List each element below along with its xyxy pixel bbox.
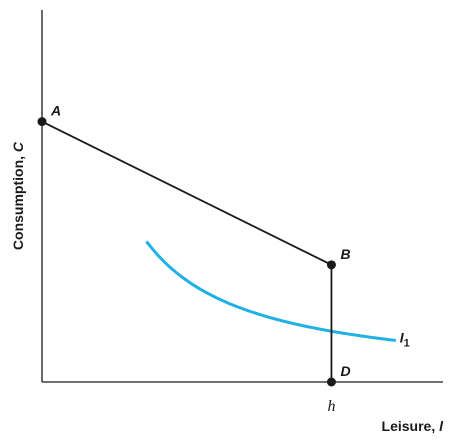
y-axis-title: Consumption, C: [10, 141, 26, 250]
points-layer: A B D: [37, 103, 351, 387]
indifference-curve-label-subscript: 1: [404, 337, 410, 349]
y-axis-variable: C: [10, 141, 26, 152]
x-tick-label-h: h: [327, 398, 335, 415]
point-a: [37, 117, 47, 127]
point-d: [326, 377, 336, 387]
point-label-d: D: [340, 363, 350, 379]
indifference-curve-label-main: I: [400, 329, 405, 345]
x-axis-title: Leisure, l: [382, 418, 445, 434]
x-axis-title-text: Leisure,: [382, 418, 440, 434]
x-axis-variable: l: [439, 418, 444, 434]
indifference-curve-i1: [145, 240, 396, 342]
point-b: [326, 260, 336, 270]
axes: [41, 10, 443, 383]
indifference-curve-label: I1: [400, 329, 410, 349]
y-axis-title-text: Consumption,: [10, 152, 26, 250]
point-label-a: A: [50, 103, 61, 119]
point-label-b: B: [340, 246, 350, 262]
budget-line-ab: [41, 120, 332, 266]
